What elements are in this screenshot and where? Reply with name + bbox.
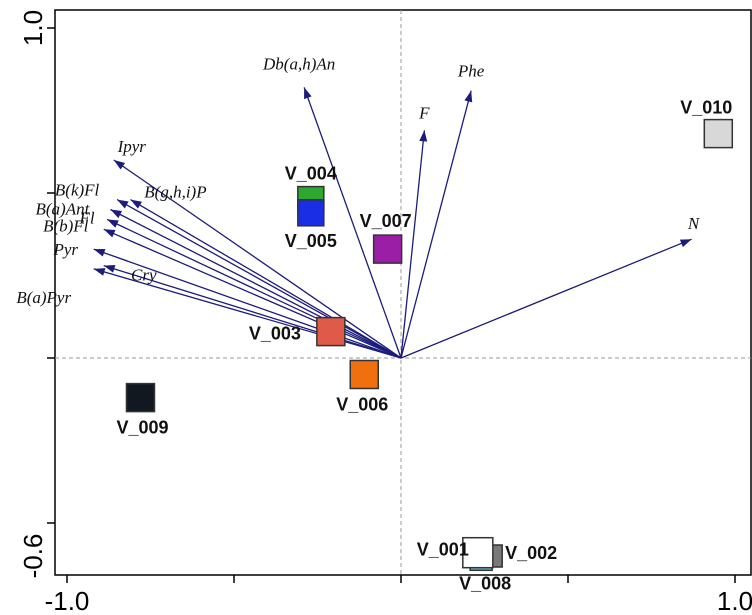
site-marker (462, 536, 494, 569)
vector-line (400, 90, 472, 359)
vector-label: B(b)Fl (43, 216, 89, 235)
vector-line (113, 159, 402, 359)
vector-line (400, 238, 692, 359)
vector-arrowhead (103, 229, 116, 238)
vector-arrowhead (113, 160, 126, 170)
vector-line (130, 199, 402, 359)
vector-label: Ipyr (117, 137, 147, 156)
site-label: V_009 (116, 418, 168, 438)
site-label: V_006 (336, 395, 388, 415)
vector-arrowhead (464, 90, 473, 103)
site-marker (125, 382, 156, 413)
vector-arrowhead (304, 87, 312, 100)
sites-layer: V_001 V_002 V_003 V_004 V_005 V_006 V_007 V_008… (116, 98, 734, 593)
vector-arrowhead (419, 130, 428, 142)
site-marker (349, 359, 380, 390)
site-label: V_002 (505, 543, 557, 563)
vector-label: B(a)Ant (36, 200, 91, 219)
vector-label: Fl (79, 208, 95, 227)
site-label: V_010 (680, 98, 732, 118)
vector-arrowhead (103, 265, 116, 273)
vector-arrowhead (107, 219, 119, 228)
vector-line (93, 268, 402, 359)
vector-label: B(k)Fl (55, 181, 100, 200)
plot-frame (54, 9, 752, 576)
site-marker (297, 199, 325, 227)
x-tick-label-max: 1.0 (717, 586, 752, 615)
vector-label: Cry (131, 266, 157, 285)
vector-line (103, 228, 402, 359)
site-marker (372, 234, 403, 264)
vector-arrowhead (93, 249, 106, 257)
vector-label: N (687, 214, 701, 233)
vector-label: Db(a,h)An (262, 54, 335, 73)
vector-line (103, 264, 402, 359)
vectors-layer: Db(a,h)An Phe F N Ipyr B(k)Fl B(g,h,i)P B(a)Ant… (16, 54, 701, 359)
vector-label: Pyr (52, 240, 78, 259)
vector-line (110, 208, 402, 359)
vector-label: Phe (457, 62, 485, 81)
y-tick-label-min: -0.6 (18, 534, 48, 579)
x-tick-label-min: -1.0 (45, 586, 90, 615)
vector-label: B(g,h,i)P (144, 183, 206, 202)
site-label: V_005 (285, 231, 337, 251)
site-label: V_007 (360, 211, 412, 231)
site-label: V_001 (417, 540, 469, 560)
vector-arrowhead (130, 199, 142, 209)
site-marker (703, 118, 734, 149)
vector-arrowhead (117, 199, 129, 209)
y-tick-label-max: 1.0 (18, 10, 48, 46)
vector-line (400, 130, 426, 359)
site-marker (316, 316, 346, 347)
vector-line (116, 199, 402, 359)
vector-line (303, 87, 402, 359)
vector-label: B(a)Pyr (16, 288, 71, 307)
vector-arrowhead (110, 209, 123, 219)
vector-label: F (418, 103, 430, 122)
vector-arrowhead (93, 268, 106, 276)
site-label: V_008 (459, 573, 511, 593)
site-label: V_004 (285, 164, 337, 184)
vector-line (106, 218, 402, 359)
axis-ticks (47, 27, 736, 583)
vector-line (93, 248, 402, 359)
zero-lines (55, 10, 751, 575)
site-label: V_003 (249, 324, 301, 344)
vector-arrowhead (679, 239, 692, 248)
